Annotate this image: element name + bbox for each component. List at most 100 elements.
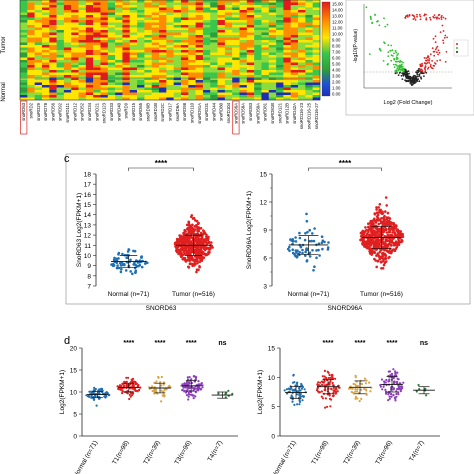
heatmap-cell	[34, 67, 43, 71]
data-point	[209, 245, 212, 249]
heatmap-cell	[166, 70, 174, 73]
data-point	[198, 248, 201, 252]
data-point	[190, 378, 193, 381]
data-point	[388, 378, 391, 381]
heatmap-cell	[298, 10, 306, 13]
data-point	[323, 369, 326, 372]
heatmap-cell	[93, 75, 101, 78]
heatmap-cell	[159, 32, 167, 36]
heatmap-cell	[129, 50, 138, 53]
heatmap-cell	[224, 50, 233, 53]
volcano-point	[411, 83, 414, 86]
data-point	[358, 400, 361, 403]
data-point	[395, 246, 399, 249]
heatmap-cell	[290, 75, 299, 78]
heatmap-cell	[188, 7, 196, 11]
heatmap-cell	[63, 47, 72, 51]
heatmap-cell	[180, 42, 189, 46]
heatmap-cell	[85, 50, 94, 53]
heatmap-cell	[195, 62, 204, 66]
heatmap-cell	[78, 77, 87, 81]
heatmap-cell	[159, 7, 167, 11]
data-point	[326, 248, 330, 251]
data-point	[298, 403, 301, 406]
data-point	[197, 389, 200, 392]
heatmap-cell	[276, 27, 284, 31]
heatmap-cell	[122, 17, 130, 21]
data-point	[303, 238, 307, 242]
data-point	[288, 387, 291, 390]
heatmap-cell	[100, 12, 109, 16]
data-point	[324, 388, 327, 391]
heatmap-cell	[254, 2, 262, 6]
heatmap-cell	[298, 42, 306, 46]
data-point	[347, 387, 351, 390]
heatmap-cell	[122, 95, 130, 98]
heatmap-cell	[56, 77, 65, 81]
y-tick-label: 5	[73, 412, 77, 419]
heatmap-cell	[239, 12, 248, 16]
heatmap-cell	[93, 0, 101, 3]
volcano-point	[382, 60, 385, 62]
data-point	[117, 253, 120, 256]
significance-label: ****	[323, 340, 334, 347]
heatmap-cell	[283, 42, 291, 46]
data-point	[298, 400, 302, 403]
volcano-point	[387, 51, 390, 53]
heatmap-cell	[34, 42, 43, 46]
heatmap-cell	[129, 85, 138, 88]
data-point	[157, 375, 160, 379]
data-point	[385, 204, 389, 207]
volcano-point	[445, 51, 448, 53]
data-point	[193, 250, 197, 253]
volcano-point	[439, 59, 441, 61]
heatmap-cell	[268, 45, 277, 48]
heatmap-cell	[100, 57, 109, 61]
significance-label: ns	[218, 340, 226, 347]
heatmap-cell	[210, 70, 218, 73]
heatmap-cell	[268, 80, 277, 83]
heatmap-cell	[217, 17, 226, 21]
heatmap-cell	[246, 75, 255, 78]
heatmap-cell	[232, 22, 240, 26]
heatmap-cell	[93, 77, 101, 81]
heatmap-cell	[232, 55, 240, 58]
heatmap-cell	[239, 72, 248, 76]
heatmap-cell	[305, 57, 313, 61]
heatmap-cell	[20, 5, 28, 8]
heatmap-cell	[159, 17, 167, 21]
heatmap-cell	[276, 47, 284, 51]
heatmap-cell	[144, 15, 152, 18]
heatmap-cell	[27, 60, 35, 63]
heatmap-cell	[217, 22, 226, 26]
heatmap-cell	[71, 60, 79, 63]
heatmap-cell	[305, 52, 313, 56]
heatmap-cell	[261, 15, 269, 18]
data-point	[186, 240, 189, 244]
heatmap-cell	[305, 50, 313, 53]
heatmap-cell	[224, 77, 233, 81]
heatmap-cell	[261, 37, 269, 41]
heatmap-cell	[283, 15, 291, 18]
data-point	[354, 390, 357, 393]
heatmap-cell	[107, 12, 116, 16]
heatmap-cell	[173, 45, 182, 48]
data-point	[354, 395, 357, 398]
heatmap-cell	[276, 97, 284, 101]
heatmap-cell	[63, 72, 72, 76]
heatmap-cell	[173, 35, 182, 38]
heatmap-cell	[129, 70, 138, 73]
data-point	[391, 228, 395, 231]
heatmap-cell	[93, 95, 101, 98]
heatmap-cell	[268, 72, 277, 76]
volcano-point	[421, 62, 423, 65]
heatmap-cell	[261, 7, 269, 11]
heatmap-cell	[305, 15, 313, 18]
heatmap-cell	[312, 22, 321, 26]
heatmap-cell	[20, 57, 28, 61]
heatmap-cell	[41, 5, 50, 8]
data-point	[363, 377, 367, 380]
heatmap-cell	[210, 32, 218, 36]
